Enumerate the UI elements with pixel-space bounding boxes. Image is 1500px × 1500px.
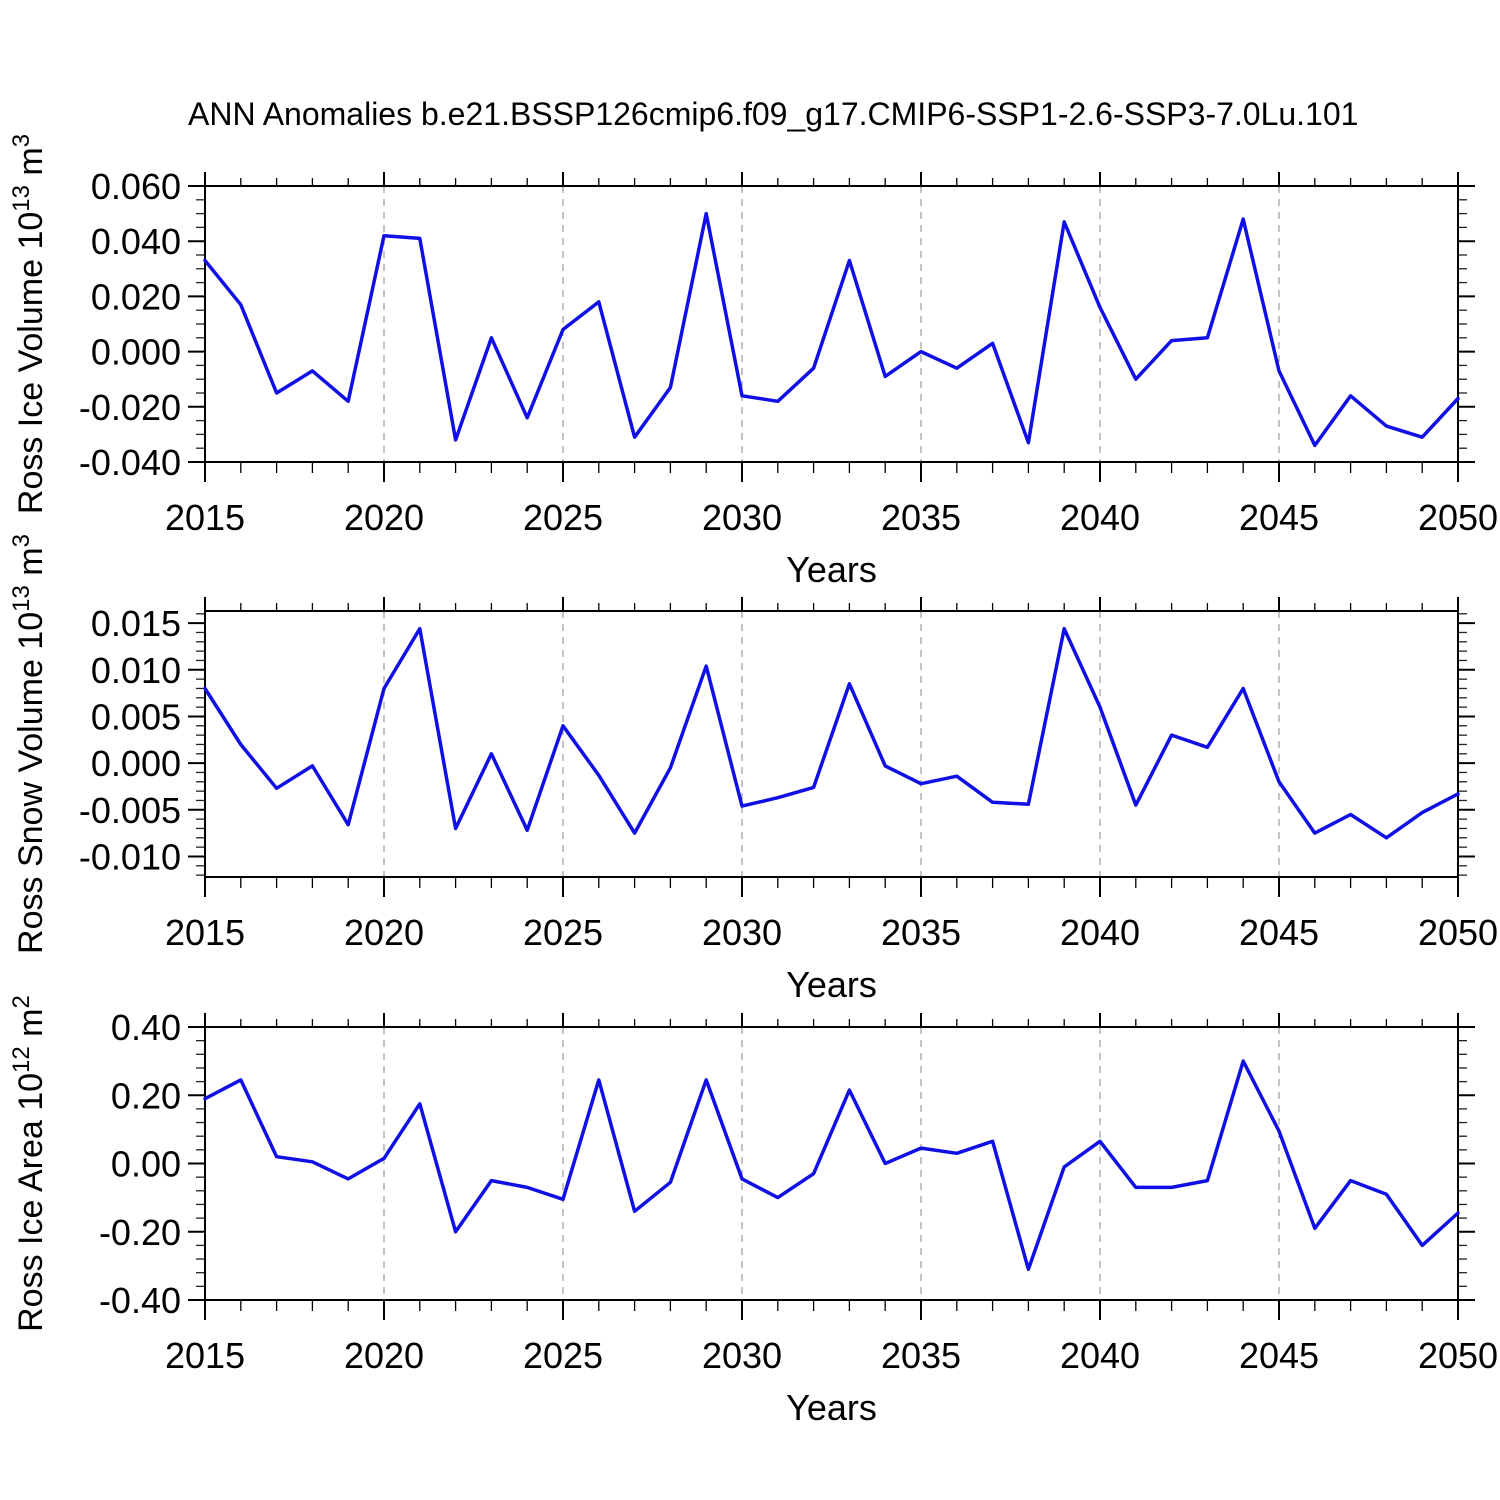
x-tick-label: 2035 bbox=[881, 912, 961, 953]
x-axis-title: Years bbox=[786, 964, 877, 1005]
x-tick-label: 2030 bbox=[702, 1335, 782, 1376]
y-tick-label: -0.40 bbox=[99, 1280, 181, 1321]
x-tick-label: 2050 bbox=[1418, 1335, 1498, 1376]
x-tick-label: 2040 bbox=[1060, 497, 1140, 538]
x-tick-label: 2050 bbox=[1418, 912, 1498, 953]
data-line-ross-ice-volume bbox=[203, 211, 1460, 448]
y-tick-label: -0.20 bbox=[99, 1212, 181, 1253]
x-tick-label: 2045 bbox=[1239, 912, 1319, 953]
x-tick-label: 2030 bbox=[702, 912, 782, 953]
y-tick-label: 0.020 bbox=[91, 276, 181, 317]
y-tick-label: 0.00 bbox=[111, 1144, 181, 1185]
y-axis-title: Ross Ice Volume 1013 m3 bbox=[8, 134, 50, 514]
x-tick-label: 2040 bbox=[1060, 1335, 1140, 1376]
x-tick-label: 2025 bbox=[523, 497, 603, 538]
y-tick-label: 0.005 bbox=[91, 696, 181, 737]
y-tick-label: 0.20 bbox=[111, 1075, 181, 1116]
panel-ross-ice-area: 0.40 0.20 0.00 -0.20 -0.40 2015 2020 2025 2030 20… bbox=[8, 995, 1498, 1428]
y-tick-label: 0.060 bbox=[91, 166, 181, 207]
y-axis-title: Ross Snow Volume 1013 m3 bbox=[8, 534, 50, 954]
y-tick-label: 0.010 bbox=[91, 650, 181, 691]
figure-title: ANN Anomalies b.e21.BSSP126cmip6.f09_g17… bbox=[188, 96, 1359, 132]
x-tick-label: 2015 bbox=[165, 497, 245, 538]
panel-ross-snow-volume: 0.015 0.010 0.005 0.000 -0.005 -0.010 2015 2020… bbox=[8, 534, 1498, 1005]
x-axis-title: Years bbox=[786, 1387, 877, 1428]
y-tick-label: 0.040 bbox=[91, 221, 181, 262]
x-tick-label: 2035 bbox=[881, 1335, 961, 1376]
x-tick-label: 2025 bbox=[523, 1335, 603, 1376]
y-tick-label: -0.040 bbox=[79, 442, 181, 483]
x-tick-label: 2045 bbox=[1239, 497, 1319, 538]
plot-frame bbox=[204, 1026, 1459, 1301]
y-tick-label: -0.010 bbox=[79, 836, 181, 877]
y-tick-label: 0.015 bbox=[91, 603, 181, 644]
y-tick-label: 0.000 bbox=[91, 743, 181, 784]
data-line-ross-ice-area bbox=[203, 1059, 1460, 1272]
y-tick-label: -0.005 bbox=[79, 790, 181, 831]
x-tick-label: 2025 bbox=[523, 912, 603, 953]
panel-ross-ice-volume: 0.060 0.040 0.020 0.000 -0.020 -0.040 2015 2020… bbox=[8, 134, 1498, 590]
x-tick-label: 2015 bbox=[165, 912, 245, 953]
x-tick-label: 2020 bbox=[344, 1335, 424, 1376]
plot-frame bbox=[204, 610, 1459, 878]
x-tick-label: 2020 bbox=[344, 912, 424, 953]
x-tick-label: 2045 bbox=[1239, 1335, 1319, 1376]
x-tick-label: 2030 bbox=[702, 497, 782, 538]
y-axis-title: Ross Ice Area 1012 m2 bbox=[8, 995, 50, 1332]
data-line-ross-snow-volume bbox=[203, 626, 1460, 840]
x-tick-label: 2015 bbox=[165, 1335, 245, 1376]
x-tick-label: 2040 bbox=[1060, 912, 1140, 953]
x-tick-label: 2050 bbox=[1418, 497, 1498, 538]
x-tick-label: 2035 bbox=[881, 497, 961, 538]
x-tick-label: 2020 bbox=[344, 497, 424, 538]
y-tick-label: 0.40 bbox=[111, 1007, 181, 1048]
plot-frame bbox=[204, 185, 1459, 463]
x-axis-title: Years bbox=[786, 549, 877, 590]
y-tick-label: 0.000 bbox=[91, 332, 181, 373]
y-tick-label: -0.020 bbox=[79, 387, 181, 428]
